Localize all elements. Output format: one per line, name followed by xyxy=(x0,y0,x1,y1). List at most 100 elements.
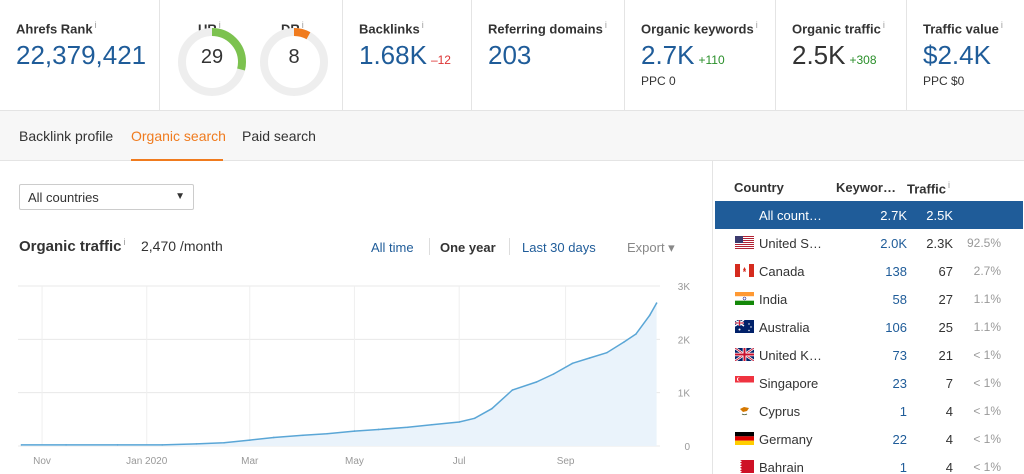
data-point xyxy=(248,439,251,441)
organic-keywords-label: Organic keywords i xyxy=(641,20,758,37)
tab-paid-search[interactable]: Paid search xyxy=(242,128,316,144)
backlinks-value[interactable]: 1.68K –12 xyxy=(359,40,451,70)
organic-traffic-label: Organic traffic i xyxy=(792,20,885,37)
data-point xyxy=(605,351,608,354)
country-keywords[interactable]: 2.7K xyxy=(880,208,907,223)
data-point xyxy=(20,444,23,446)
country-name: Bahrain xyxy=(759,460,804,474)
data-point xyxy=(353,430,356,432)
country-row[interactable]: Cyprus 1 4 < 1% xyxy=(715,397,1023,425)
country-row[interactable]: Singapore 23 7 < 1% xyxy=(715,369,1023,397)
info-icon[interactable]: i xyxy=(218,20,221,30)
country-row[interactable]: United K… 73 21 < 1% xyxy=(715,341,1023,369)
data-point xyxy=(377,428,380,431)
country-keywords[interactable]: 73 xyxy=(892,348,907,363)
singapore-flag-icon xyxy=(735,376,754,389)
data-point xyxy=(302,434,304,437)
tab-organic-search[interactable]: Organic search xyxy=(131,128,226,144)
country-keywords[interactable]: 23 xyxy=(892,376,907,391)
backlinks-label: Backlinks i xyxy=(359,20,424,37)
country-traffic-share: < 1% xyxy=(973,432,1001,446)
info-icon[interactable]: i xyxy=(94,20,97,30)
data-point xyxy=(648,314,651,317)
country-name: India xyxy=(759,292,788,307)
range-divider xyxy=(509,238,510,255)
x-tick-label: Mar xyxy=(241,456,259,467)
data-point xyxy=(406,426,409,429)
country-select[interactable]: All countries ▼ xyxy=(19,184,194,210)
traffic-value-value[interactable]: $2.4K xyxy=(923,40,991,70)
referring-domains-label: Referring domains i xyxy=(488,20,607,37)
country-traffic-share: 2.7% xyxy=(973,264,1001,278)
organic-traffic-chart: 3K 2K 1K 0 Nov Jan 2020 Mar May Jul Sep xyxy=(18,282,691,467)
country-traffic: 4 xyxy=(945,432,953,447)
country-traffic: 25 xyxy=(938,320,953,335)
y-tick-label: 2K xyxy=(678,335,691,346)
info-icon[interactable]: i xyxy=(1000,20,1003,30)
country-row[interactable]: All count… 2.7K 2.5K xyxy=(715,201,1023,229)
country-keywords[interactable]: 1 xyxy=(899,460,907,474)
info-icon[interactable]: i xyxy=(421,20,424,30)
country-keywords[interactable]: 138 xyxy=(885,264,907,279)
country-traffic: 7 xyxy=(945,376,953,391)
column-header-traffic[interactable]: Traffic i xyxy=(907,180,951,197)
data-point xyxy=(535,381,538,383)
data-point xyxy=(326,432,328,435)
range-all-time[interactable]: All time xyxy=(371,240,414,255)
ur-gauge xyxy=(178,28,246,96)
organic-traffic-monthly: 2,470 /month xyxy=(141,238,223,254)
info-icon[interactable]: i xyxy=(948,180,951,190)
info-icon[interactable]: i xyxy=(755,20,758,30)
australia-flag-icon xyxy=(735,320,754,333)
data-point xyxy=(655,302,658,304)
country-keywords[interactable]: 22 xyxy=(892,432,907,447)
country-row[interactable]: Canada 138 67 2.7% xyxy=(715,257,1023,285)
country-traffic-share: 1.1% xyxy=(973,292,1001,306)
range-last-30-days[interactable]: Last 30 days xyxy=(522,240,596,255)
data-point xyxy=(588,357,591,359)
data-point xyxy=(458,421,460,423)
country-keywords[interactable]: 106 xyxy=(885,320,907,335)
country-keywords[interactable]: 58 xyxy=(892,292,907,307)
info-icon[interactable]: i xyxy=(301,20,304,30)
country-name: Cyprus xyxy=(759,404,801,419)
info-icon[interactable]: i xyxy=(604,20,607,30)
country-row[interactable]: India 58 27 1.1% xyxy=(715,285,1023,313)
data-point xyxy=(161,444,163,446)
country-row[interactable]: United S… 2.0K 2.3K 92.5% xyxy=(715,229,1023,257)
organic-keywords-value[interactable]: 2.7K +110 xyxy=(641,40,725,70)
data-point xyxy=(116,444,119,446)
column-header-country[interactable]: Country xyxy=(734,180,784,195)
ur-value[interactable]: 29 xyxy=(200,46,224,68)
country-traffic-share: < 1% xyxy=(973,348,1001,362)
info-icon[interactable]: i xyxy=(123,237,126,247)
ahrefs-rank-value[interactable]: 22,379,421 xyxy=(16,40,147,70)
data-point xyxy=(430,423,433,426)
country-traffic: 2.5K xyxy=(926,208,953,223)
y-tick-label: 1K xyxy=(678,389,691,400)
referring-domains-value[interactable]: 203 xyxy=(488,40,532,70)
country-keywords[interactable]: 1 xyxy=(899,404,907,419)
data-point xyxy=(473,417,476,420)
metrics-bar: Ahrefs Rank i 22,379,421 UR i 29 DR i 8 Bac… xyxy=(0,0,1024,111)
data-point xyxy=(623,341,625,343)
country-row[interactable]: Bahrain 1 4 < 1% xyxy=(715,453,1023,474)
country-keywords[interactable]: 2.0K xyxy=(880,236,907,251)
range-one-year[interactable]: One year xyxy=(440,240,496,255)
country-traffic-share: < 1% xyxy=(973,460,1001,474)
export-button[interactable]: Export ▾ xyxy=(627,240,675,255)
tab-backlink-profile[interactable]: Backlink profile xyxy=(19,128,114,144)
country-row[interactable]: Germany 22 4 < 1% xyxy=(715,425,1023,453)
ahrefs-rank-metric: Ahrefs Rank i 22,379,421 xyxy=(0,0,160,111)
country-name: Australia xyxy=(759,320,810,335)
active-tab-indicator xyxy=(131,159,223,161)
canada-flag-icon xyxy=(735,264,754,277)
dr-value[interactable]: 8 xyxy=(288,46,300,68)
x-tick-label: Nov xyxy=(33,456,51,467)
country-traffic: 4 xyxy=(945,404,953,419)
info-icon[interactable]: i xyxy=(882,20,885,30)
data-point xyxy=(635,333,637,335)
rating-gauges: UR i 29 DR i 8 xyxy=(160,0,343,111)
country-row[interactable]: Australia 106 25 1.1% xyxy=(715,313,1023,341)
column-header-keywords[interactable]: Keywor… xyxy=(836,180,896,195)
